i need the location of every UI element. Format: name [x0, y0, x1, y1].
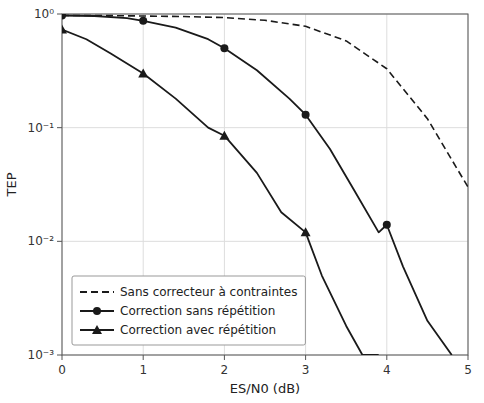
tick-label: 4 — [383, 363, 391, 377]
data-point — [301, 227, 311, 236]
chart: 0 1 2 3 4 5 10⁻³ 10⁻² 10⁻¹ 10⁰ ES/N0 (dB) TEP Sans c… — [0, 0, 484, 403]
tick-label: 10⁻² — [28, 234, 55, 248]
legend-label: Correction avec répétition — [120, 323, 276, 337]
legend-label: Sans correcteur à contraintes — [120, 285, 297, 299]
data-point — [220, 44, 228, 52]
tick-mark — [224, 355, 225, 360]
tick-label: 1 — [139, 363, 147, 377]
tick-label: 10⁰ — [34, 7, 54, 21]
tick-label: 5 — [464, 363, 472, 377]
grid-line — [62, 241, 468, 242]
legend-swatch-marker — [92, 325, 102, 334]
tick-label: 2 — [221, 363, 229, 377]
tick-label: 10⁻¹ — [28, 121, 55, 135]
axes: 0 1 2 3 4 5 10⁻³ 10⁻² 10⁻¹ 10⁰ — [28, 7, 472, 377]
tick-mark — [62, 355, 63, 360]
data-point — [138, 68, 148, 77]
tick-label: 3 — [302, 363, 310, 377]
tick-mark — [468, 355, 469, 360]
grid — [62, 14, 468, 355]
tick-mark — [143, 355, 144, 360]
tick-label: 10⁻³ — [28, 348, 55, 362]
plot-area — [62, 14, 468, 355]
legend-swatch-marker — [93, 307, 101, 315]
tick-mark — [57, 127, 62, 128]
series-line — [62, 30, 379, 355]
series-line — [62, 16, 468, 188]
data-point — [62, 14, 66, 20]
data-point — [62, 25, 67, 34]
data-point — [139, 17, 147, 25]
tick-mark — [57, 14, 62, 15]
tick-label: 0 — [58, 363, 66, 377]
legend-swatch — [80, 291, 114, 293]
grid-line — [62, 127, 468, 128]
plot-frame — [62, 14, 468, 355]
data — [62, 14, 468, 355]
legend: Sans correcteur à contraintes Correction … — [72, 276, 305, 345]
grid-line — [386, 14, 387, 355]
tick-mark — [305, 355, 306, 360]
series-line — [62, 16, 452, 356]
x-axis-label: ES/N0 (dB) — [230, 381, 300, 396]
data-point — [219, 131, 229, 140]
y-axis-label: TEP — [4, 172, 19, 197]
tick-mark — [57, 241, 62, 242]
legend-label: Correction sans répétition — [120, 304, 275, 318]
data-point — [302, 111, 310, 119]
tick-mark — [386, 355, 387, 360]
tick-mark — [57, 355, 62, 356]
legend-box — [72, 276, 305, 345]
data-point — [383, 221, 391, 229]
